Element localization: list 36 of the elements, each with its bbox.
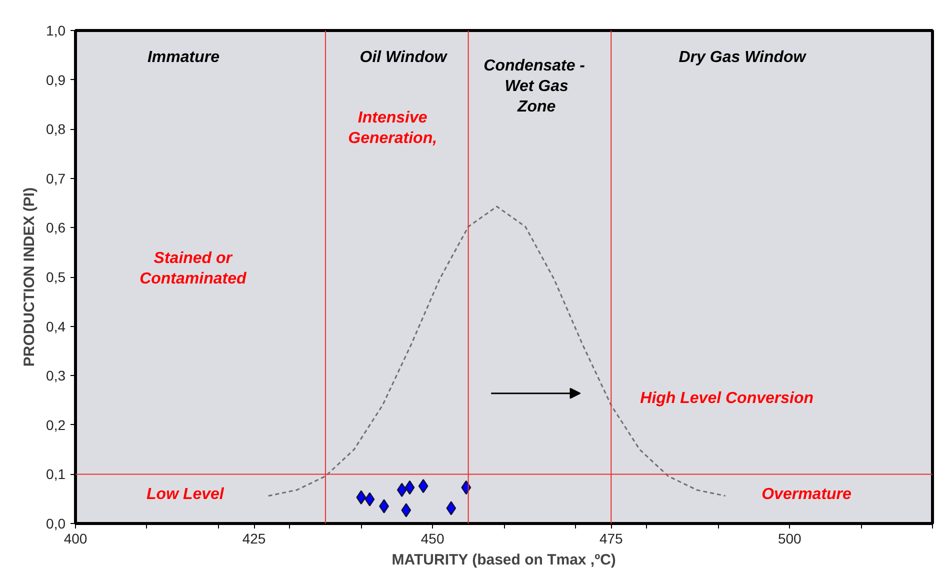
y-tick-label: 0,8 [46, 121, 66, 138]
point [461, 480, 472, 495]
y-tick-label: 0,0 [46, 516, 66, 532]
point [446, 501, 456, 516]
annotation: Stained or Contaminated [140, 250, 248, 288]
point [356, 490, 366, 504]
y-tick-label: 0,3 [46, 368, 66, 384]
point [404, 480, 415, 495]
y-tick-label: 0,6 [46, 220, 66, 236]
y-axis-title: PRODUCTION INDEX (PI) [21, 187, 38, 367]
x-tick-label: 400 [64, 530, 88, 546]
annotation: High Level Conversion [640, 390, 814, 407]
annotation: Low Level [146, 486, 224, 503]
y-tick-label: 0,4 [46, 318, 66, 334]
annotation: Overmature [762, 486, 852, 503]
y-tick-label: 0,2 [46, 416, 66, 433]
y-tick-label: 0,1 [46, 466, 66, 482]
x-axis-title: MATURITY (based on Tmax ,ºC) [392, 552, 616, 568]
x-tick-label: 475 [599, 530, 624, 546]
x-tick-label: 500 [778, 530, 802, 546]
line-series [268, 206, 726, 497]
annotation: Condensate - Wet Gas Zone [484, 58, 586, 116]
point [418, 478, 428, 494]
annotation: Dry Gas Window [678, 49, 808, 66]
annotation: Intensive Generation, [348, 109, 438, 147]
y-tick-label: 1,0 [46, 22, 66, 38]
x-tick-label: 450 [420, 530, 444, 546]
annotation: Oil Window [360, 49, 448, 66]
point [364, 492, 375, 506]
y-tick-label: 0,5 [46, 269, 66, 285]
annotation: Immature [147, 49, 220, 66]
y-tick-label: 0,9 [46, 72, 66, 88]
x-tick-label: 425 [242, 530, 266, 546]
y-tick-label: 0,7 [46, 170, 66, 186]
point [396, 482, 407, 498]
point [401, 503, 412, 518]
